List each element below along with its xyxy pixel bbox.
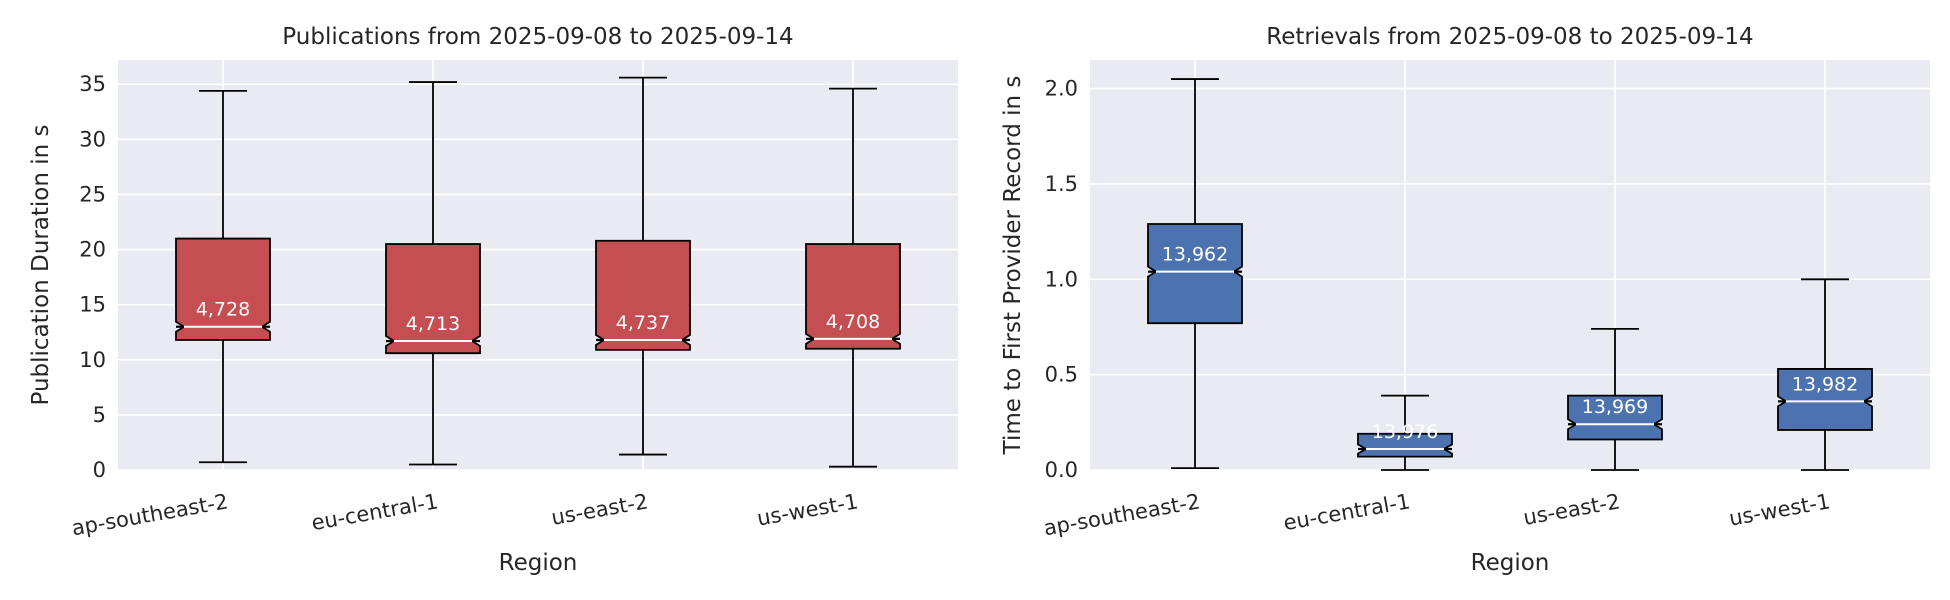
count-label: 4,708 xyxy=(826,311,880,333)
publications-ytick-label: 5 xyxy=(93,403,106,427)
count-label: 13,982 xyxy=(1792,373,1858,395)
retrievals-ytick-label: 2.0 xyxy=(1045,77,1078,101)
retrievals-xtick-label: ap-southeast-2 xyxy=(1042,489,1202,540)
publications-xtick-label: us-east-2 xyxy=(549,489,649,530)
publications-chart-title: Publications from 2025-09-08 to 2025-09-… xyxy=(282,24,793,50)
retrievals-xtick-label: eu-central-1 xyxy=(1282,489,1412,535)
box-body xyxy=(1777,368,1873,431)
publications-x-axis-label: Region xyxy=(499,550,578,576)
publications-box-us-east-2: 4,737 xyxy=(595,76,691,456)
box-body xyxy=(385,243,481,355)
retrievals-box-us-west-1: 13,982 xyxy=(1777,278,1873,471)
publications-xtick-label: eu-central-1 xyxy=(310,489,440,535)
retrievals-chart-title: Retrievals from 2025-09-08 to 2025-09-14 xyxy=(1266,24,1753,50)
box-body xyxy=(1147,223,1243,325)
publications-ytick-label: 30 xyxy=(79,127,106,151)
box-body xyxy=(595,239,691,351)
retrievals-ytick-label: 1.5 xyxy=(1045,172,1078,196)
publications-ytick-label: 20 xyxy=(79,238,106,262)
publications-ytick-label: 25 xyxy=(79,182,106,206)
publications-box-us-west-1: 4,708 xyxy=(805,87,901,468)
publications-box-eu-central-1: 4,713 xyxy=(385,81,481,466)
box-body xyxy=(805,243,901,350)
publications-ytick-label: 10 xyxy=(79,348,106,372)
retrievals-y-axis-label: Time to First Provider Record in s xyxy=(1000,76,1026,456)
publications-ytick-label: 35 xyxy=(79,72,106,96)
count-label: 13,962 xyxy=(1162,244,1228,266)
retrievals-x-axis-label: Region xyxy=(1471,550,1550,576)
publications-xtick-label: us-west-1 xyxy=(755,489,860,530)
count-label: 4,713 xyxy=(406,313,460,335)
publications-ytick-label: 15 xyxy=(79,293,106,317)
publications-xtick-label: ap-southeast-2 xyxy=(70,489,230,540)
count-label: 13,969 xyxy=(1582,396,1648,418)
publications-panel: 0 5 10 15 20 25 30 35 ap-southeast-2 eu-central-1… xyxy=(28,24,958,576)
retrievals-xtick-label: us-west-1 xyxy=(1727,489,1832,530)
count-label: 13,976 xyxy=(1372,421,1438,443)
box-body xyxy=(175,237,271,341)
box-body xyxy=(1357,432,1453,458)
count-label: 4,737 xyxy=(616,312,670,334)
publications-ytick-label: 0 xyxy=(93,458,106,482)
count-label: 4,728 xyxy=(196,299,250,321)
retrievals-box-eu-central-1: 13,976 xyxy=(1357,394,1453,471)
retrievals-panel: 0.0 0.5 1.0 1.5 2.0 ap-southeast-2 eu-central-… xyxy=(1000,24,1930,576)
box-body xyxy=(1567,394,1663,441)
retrievals-ytick-label: 0.5 xyxy=(1045,363,1078,387)
retrievals-box-ap-southeast-2: 13,962 xyxy=(1147,78,1243,469)
retrievals-ytick-label: 1.0 xyxy=(1045,267,1078,291)
retrievals-xtick-label: us-east-2 xyxy=(1521,489,1621,530)
publications-y-axis-label: Publication Duration in s xyxy=(28,125,54,406)
publications-box-ap-southeast-2: 4,728 xyxy=(175,89,271,464)
retrievals-ytick-label: 0.0 xyxy=(1045,458,1078,482)
retrievals-box-us-east-2: 13,969 xyxy=(1567,327,1663,471)
